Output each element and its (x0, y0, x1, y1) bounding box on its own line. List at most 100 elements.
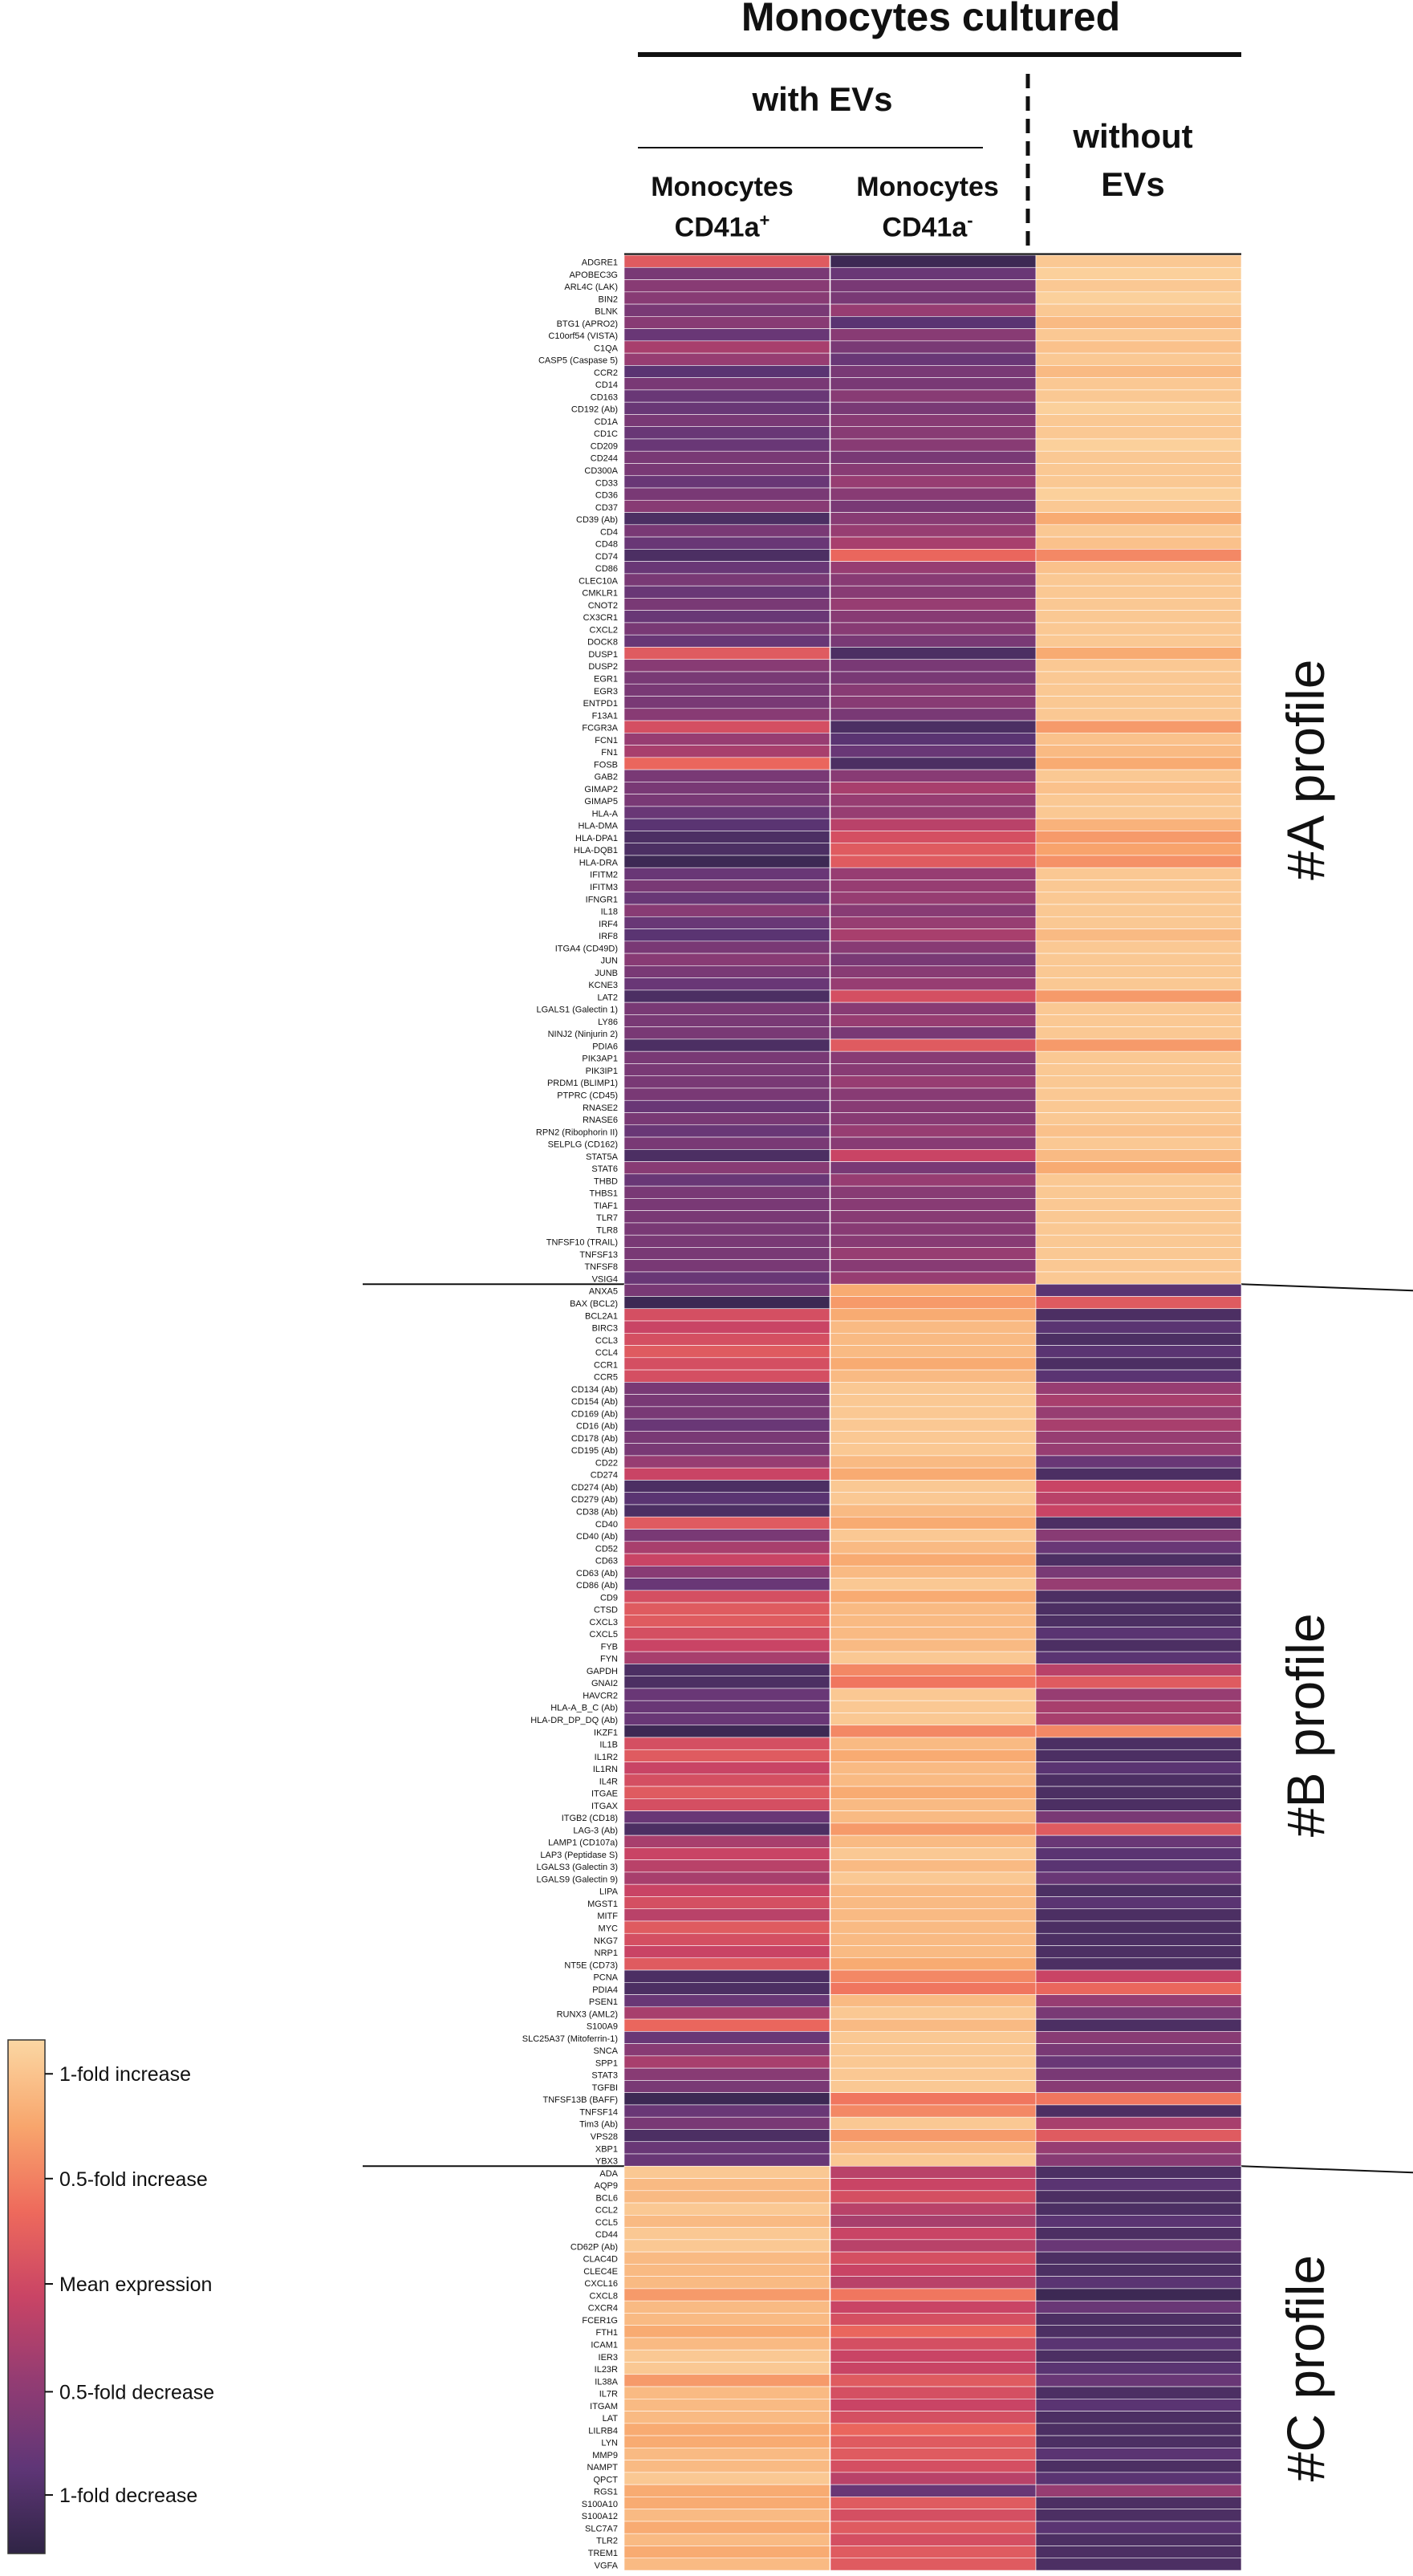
gene-label: CXCL3 (590, 1618, 618, 1627)
gene-label: DUSP2 (588, 662, 618, 672)
heat-cell (830, 892, 1037, 905)
gene-label: IER3 (599, 2353, 618, 2363)
heat-cell (830, 365, 1037, 378)
heat-cell (830, 2423, 1037, 2436)
gene-label: TNFSF14 (579, 2107, 618, 2117)
heat-cell (830, 2288, 1037, 2302)
heat-cell (830, 561, 1037, 575)
gene-label: FOSB (594, 760, 618, 770)
heat-cell (1035, 1945, 1242, 1959)
heat-cell (623, 818, 830, 831)
heat-cell (1035, 1161, 1242, 1175)
heat-cell (623, 573, 830, 587)
heat-cell (830, 1786, 1037, 1799)
heat-cell (1035, 1210, 1242, 1224)
heat-cell (1035, 585, 1242, 599)
heat-cell (830, 2080, 1037, 2093)
heat-cell (623, 757, 830, 770)
heat-cell (623, 1332, 830, 1346)
heat-cell (830, 401, 1037, 415)
heat-cell (830, 2129, 1037, 2143)
heat-cell (623, 254, 830, 268)
heat-cell (623, 2325, 830, 2338)
heat-cell (830, 1969, 1037, 1983)
gene-label: CD63 (595, 1557, 618, 1566)
heat-cell (1035, 1002, 1242, 1015)
heat-cell (1035, 892, 1242, 905)
heat-cell (623, 1639, 830, 1652)
gene-label: RGS1 (594, 2488, 618, 2497)
heat-cell (830, 782, 1037, 794)
heat-cell (623, 855, 830, 868)
gene-label: CASP5 (Caspase 5) (538, 356, 618, 366)
gene-label: CD169 (Ab) (571, 1409, 618, 1419)
heat-cell (623, 1259, 830, 1273)
colorbar-label: 0.5-fold decrease (59, 2381, 214, 2403)
heat-cell (1035, 1050, 1242, 1064)
gene-label: LGALS1 (Galectin 1) (537, 1006, 619, 1015)
gene-label: BIN2 (599, 295, 618, 304)
heat-cell (623, 2386, 830, 2399)
heat-cell (623, 1149, 830, 1162)
heat-cell (623, 450, 830, 464)
gene-label: CLEC4E (583, 2267, 618, 2277)
gene-label: CD274 (Ab) (571, 1483, 618, 1493)
heat-cell (1035, 696, 1242, 709)
heat-cell (830, 610, 1037, 624)
heat-cell (830, 1700, 1037, 1713)
heat-cell (623, 2349, 830, 2363)
heat-cell (830, 598, 1037, 611)
heat-cell (830, 989, 1037, 1003)
heat-cell (1035, 1516, 1242, 1530)
heat-cell (1035, 499, 1242, 513)
heat-cell (1035, 475, 1242, 489)
heat-cell (1035, 1369, 1242, 1383)
gene-label: CD22 (595, 1458, 618, 1468)
heat-cell (1035, 2153, 1242, 2167)
gene-label: TNFSF10 (TRAIL) (546, 1238, 618, 1248)
gene-label: VSIG4 (592, 1274, 618, 1284)
heat-cell (623, 634, 830, 648)
gene-label: LY86 (598, 1018, 618, 1027)
gene-label: CD192 (Ab) (571, 405, 618, 415)
gene-label: TLR2 (596, 2537, 618, 2546)
heat-cell (1035, 1896, 1242, 1910)
gene-label: CD38 (Ab) (576, 1508, 618, 1518)
gene-label: SLC25A37 (Mitoferrin-1) (522, 2034, 618, 2044)
heat-cell (623, 549, 830, 562)
gene-label: GNAI2 (591, 1679, 618, 1688)
gene-label: FCGR3A (582, 724, 618, 733)
heat-cell (623, 1099, 830, 1113)
heat-cell (1035, 1480, 1242, 1493)
gene-label: HLA-DPA1 (575, 834, 618, 843)
gene-label: TIAF1 (594, 1201, 618, 1211)
heat-cell (830, 279, 1037, 293)
gene-label: CD195 (Ab) (571, 1446, 618, 1456)
heat-cell (1035, 352, 1242, 366)
heat-cell (830, 1688, 1037, 1701)
heat-cell (830, 2362, 1037, 2375)
heat-cell (1035, 806, 1242, 819)
heat-cell (830, 2546, 1037, 2559)
heat-cell (623, 389, 830, 403)
heat-cell (623, 1957, 830, 1971)
heat-cell (830, 2448, 1037, 2460)
heat-cell (1035, 1492, 1242, 1505)
heat-cell (1035, 1749, 1242, 1762)
heat-cell (623, 683, 830, 697)
heat-cell (623, 2129, 830, 2143)
gene-label: CD1A (595, 417, 619, 427)
heat-cell (623, 1308, 830, 1322)
cd41a-pos-text: CD41a (674, 212, 760, 243)
gene-label: TLR8 (596, 1225, 618, 1235)
heat-cell (623, 2080, 830, 2093)
heat-cell (1035, 2227, 1242, 2241)
heat-cell (623, 2533, 830, 2546)
gene-label: FTH1 (596, 2328, 619, 2338)
heat-cell (1035, 2374, 1242, 2387)
heat-cell (1035, 1676, 1242, 1689)
heat-cell (1035, 2190, 1242, 2204)
gene-label: STAT3 (591, 2071, 618, 2081)
heat-cell (1035, 916, 1242, 929)
heat-cell (830, 1859, 1037, 1873)
